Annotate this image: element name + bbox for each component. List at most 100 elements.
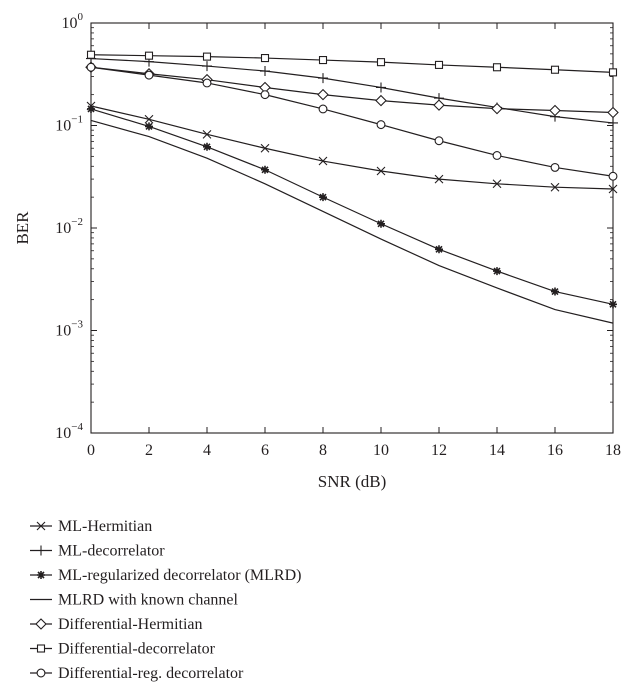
legend-label: Differential-reg. decorrelator <box>58 665 244 682</box>
y-axis-label: BER <box>13 211 32 245</box>
y-tick-label: 10−2 <box>55 216 83 237</box>
legend-label: ML-regularized decorrelator (MLRD) <box>58 567 301 584</box>
legend-item: Differential-Hermitian <box>30 616 203 633</box>
x-tick-label: 2 <box>145 442 153 459</box>
data-point <box>376 58 386 67</box>
legend-label: Differential-decorrelator <box>58 641 216 658</box>
data-point <box>608 184 618 194</box>
data-point <box>203 142 211 151</box>
data-point <box>318 156 328 166</box>
data-point <box>433 99 445 111</box>
y-tick-label: 100 <box>62 11 84 32</box>
data-point <box>144 70 154 80</box>
data-point <box>492 179 502 189</box>
legend-swatch-marker <box>36 668 46 678</box>
data-point <box>260 143 270 153</box>
series-line <box>90 105 614 190</box>
data-point <box>376 120 386 130</box>
legend-label: ML-decorrelator <box>58 543 165 560</box>
legend-swatch-marker <box>36 521 46 531</box>
legend-item: ML-regularized decorrelator (MLRD) <box>30 567 301 584</box>
series-line <box>90 66 614 114</box>
x-tick-label: 0 <box>87 442 95 459</box>
series-3 <box>87 104 617 309</box>
data-point <box>86 50 96 59</box>
data-point <box>144 114 154 124</box>
axis-ticks: 0 2 4 6 8 10 12 14 16 18 100 10−1 10−2 10−3 10−4 <box>55 11 621 459</box>
legend-item: Differential-decorrelator <box>30 641 216 658</box>
legend-swatch-marker <box>36 545 46 556</box>
data-point <box>87 104 95 113</box>
x-tick-label: 16 <box>547 442 563 459</box>
data-point <box>318 56 328 65</box>
data-point <box>550 162 560 172</box>
data-point <box>86 62 96 72</box>
legend-item: ML-decorrelator <box>30 543 165 560</box>
legend-item: MLRD with known channel <box>30 592 239 609</box>
data-point <box>493 267 501 276</box>
legend-item: ML-Hermitian <box>30 518 152 535</box>
data-point <box>551 287 559 296</box>
data-point <box>318 104 328 114</box>
legend-label: ML-Hermitian <box>58 518 152 535</box>
x-axis-label: SNR (dB) <box>318 472 386 491</box>
data-point <box>202 61 212 72</box>
data-point <box>608 117 618 128</box>
data-point <box>434 60 444 69</box>
data-point <box>377 219 385 228</box>
data-point <box>608 68 618 77</box>
x-tick-label: 4 <box>203 442 211 459</box>
data-point <box>492 151 502 160</box>
legend-swatch-marker <box>35 618 47 630</box>
data-point <box>317 88 329 101</box>
data-point <box>202 129 212 139</box>
data-point <box>550 65 560 74</box>
data-point <box>550 182 560 192</box>
x-tick-label: 10 <box>373 442 389 459</box>
data-point <box>319 193 327 202</box>
legend-label: Differential-Hermitian <box>58 616 203 633</box>
series-5 <box>85 61 619 119</box>
data-point <box>491 102 503 115</box>
data-point <box>144 51 154 60</box>
legend-label: MLRD with known channel <box>58 592 239 609</box>
data-point <box>549 104 561 117</box>
series-line <box>90 54 614 73</box>
data-point <box>318 73 328 84</box>
series-4 <box>90 119 614 324</box>
y-tick-label: 10−4 <box>55 421 83 442</box>
data-point <box>260 54 270 63</box>
data-point <box>492 63 502 72</box>
y-tick-label: 10−3 <box>55 319 83 340</box>
data-point <box>145 122 153 131</box>
y-tick-label: 10−1 <box>55 114 83 135</box>
x-tick-label: 14 <box>489 442 505 459</box>
x-tick-label: 8 <box>319 442 327 459</box>
data-point <box>607 106 619 119</box>
plot-frame <box>90 22 614 434</box>
data-point <box>260 90 270 100</box>
legend: ML-Hermitian ML-decorrelator ML-regularize… <box>30 518 301 682</box>
series-6 <box>86 50 618 77</box>
data-point <box>609 300 617 309</box>
data-point <box>435 245 443 254</box>
x-tick-label: 18 <box>605 442 621 459</box>
data-point <box>608 171 618 181</box>
series-line <box>90 57 614 124</box>
data-point <box>260 66 270 77</box>
x-tick-label: 12 <box>431 442 447 459</box>
series-layer <box>85 50 619 324</box>
series-1 <box>86 101 618 194</box>
data-point <box>376 166 386 176</box>
x-tick-label: 6 <box>261 442 269 459</box>
series-line <box>90 66 614 177</box>
data-point <box>375 94 387 107</box>
series-line <box>90 108 614 305</box>
legend-swatch-marker <box>36 644 46 653</box>
data-point <box>202 78 212 88</box>
legend-swatch-marker <box>37 571 45 579</box>
legend-item: Differential-reg. decorrelator <box>30 665 244 682</box>
data-point <box>261 165 269 174</box>
data-point <box>434 174 444 184</box>
